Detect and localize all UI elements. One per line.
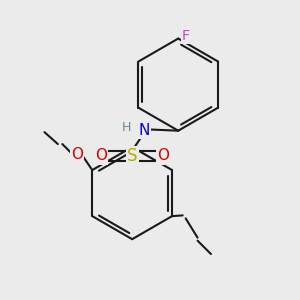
- Text: O: O: [71, 147, 83, 162]
- Text: H: H: [122, 121, 131, 134]
- Text: N: N: [138, 123, 150, 138]
- Text: O: O: [158, 148, 169, 164]
- Text: S: S: [127, 147, 137, 165]
- Text: O: O: [95, 148, 107, 164]
- Text: F: F: [182, 28, 190, 43]
